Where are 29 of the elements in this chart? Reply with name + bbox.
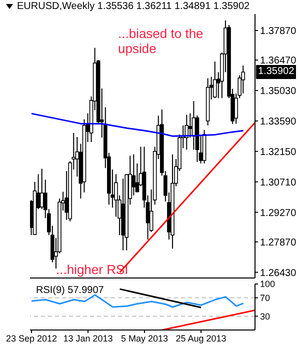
candlestick: [184, 114, 189, 150]
chart-title: RSI(9) 57.9907: [36, 285, 104, 296]
x-tick-label: 5 May 2013: [121, 333, 168, 344]
y-tick-label: 1.32150: [260, 146, 297, 158]
x-tick-label: 13 Jan 2013: [63, 333, 113, 344]
x-tick-label: 25 Aug 2013: [176, 333, 226, 344]
y-tick-label: 1.33590: [260, 116, 297, 128]
y-tick-label: 70: [260, 292, 270, 303]
line-series: [30, 112, 244, 137]
annotation: ...higher RSI: [56, 262, 130, 277]
y-tick-label: 1.27870: [260, 237, 297, 248]
y-tick-label: 1.26430: [260, 268, 297, 279]
annotation: 1.35902: [256, 65, 296, 80]
candlestick: [40, 168, 44, 210]
line-series: [30, 294, 244, 308]
y-tick-label: 1.30710: [260, 177, 297, 188]
x-tick-label: 23 Sep 2012: [6, 333, 58, 344]
y-tick-label: 30: [260, 311, 270, 322]
y-tick-label: 1.35030: [260, 86, 297, 98]
annotation: ...biased to the upside: [118, 26, 204, 56]
candlestick: [132, 154, 136, 196]
candlestick: [241, 65, 246, 94]
candlestick: [188, 112, 192, 138]
y-tick-label: 100: [260, 279, 276, 290]
chart-title: EURUSD,Weekly 1.35536 1.36211 1.34891 1.35902: [17, 1, 250, 12]
y-tick-label: 1.36470: [260, 56, 297, 67]
candlestick: [212, 61, 217, 99]
y-tick-label: 1.37870: [260, 26, 297, 38]
y-tick-label: 1.29270: [260, 208, 297, 219]
